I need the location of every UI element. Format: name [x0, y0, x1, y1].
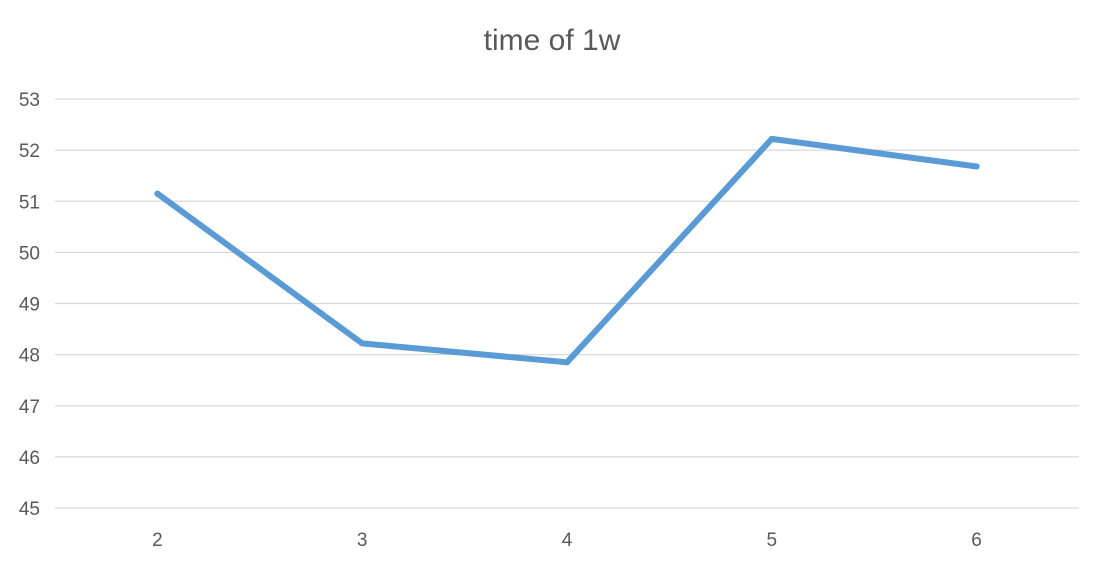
data-point	[359, 340, 366, 347]
y-tick-label: 52	[19, 141, 40, 162]
series-line	[154, 135, 980, 366]
x-tick-label: 3	[357, 530, 368, 551]
x-axis-tick-labels: 2 3 4 5 6	[152, 530, 982, 551]
y-tick-label: 49	[19, 295, 40, 316]
x-tick-label: 5	[767, 530, 778, 551]
data-point	[154, 190, 161, 197]
y-tick-label: 46	[19, 448, 40, 469]
series-layer	[154, 135, 980, 366]
x-tick-label: 6	[971, 530, 982, 551]
data-point	[973, 163, 980, 170]
x-tick-label: 4	[562, 530, 573, 551]
y-tick-label: 51	[19, 192, 40, 213]
data-point	[564, 359, 570, 366]
y-tick-label: 48	[19, 346, 40, 367]
y-tick-label: 50	[19, 243, 40, 264]
y-axis-tick-labels: 45 46 47 48 49 50 51 52 53	[19, 90, 40, 520]
y-tick-label: 53	[19, 90, 40, 111]
y-tick-label: 45	[19, 499, 40, 520]
y-tick-label: 47	[19, 397, 40, 418]
x-tick-label: 2	[152, 530, 163, 551]
chart-title: time of 1w	[484, 24, 621, 57]
data-point	[768, 135, 775, 142]
gridlines	[55, 98, 1079, 509]
